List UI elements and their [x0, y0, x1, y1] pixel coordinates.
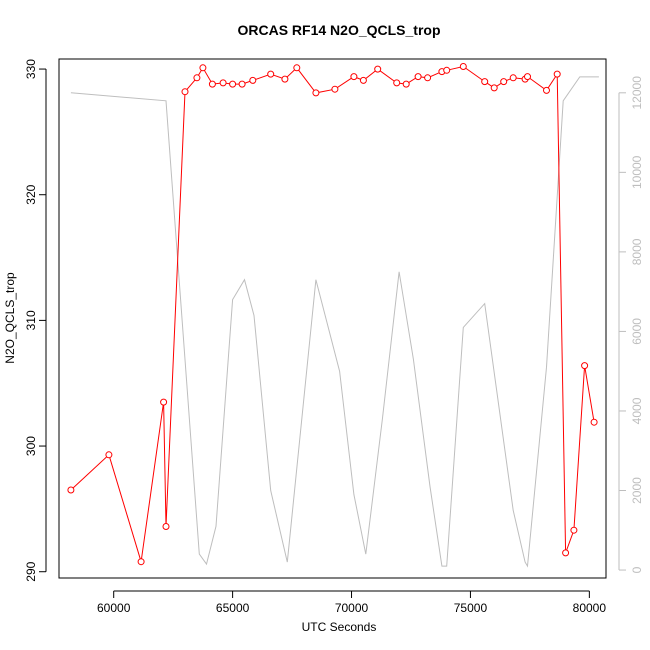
y-axis-left: 290 300 310 320 330	[24, 59, 47, 582]
primary-series-point	[249, 76, 257, 84]
primary-series-point	[402, 80, 410, 88]
x-axis-label: UTC Seconds	[302, 620, 377, 634]
y-axis-right: 0 2000 4000 6000 8000 10000 12000	[618, 76, 644, 573]
primary-series-point	[160, 398, 168, 406]
primary-series-point	[524, 73, 531, 81]
primary-series-point	[481, 78, 489, 86]
y-axis-label: N2O_QCLS_trop	[3, 272, 17, 364]
y-tick-label: 290	[24, 561, 38, 581]
y-tick-label: 330	[24, 59, 38, 79]
primary-series-point	[424, 74, 432, 82]
y2-tick-label: 12000	[630, 76, 644, 110]
primary-series-point	[267, 70, 275, 78]
y2-tick-label: 2000	[630, 477, 644, 504]
primary-series-point	[137, 558, 145, 566]
primary-series-point	[331, 85, 339, 93]
primary-series-point	[543, 86, 550, 94]
x-axis: 60000 65000 70000 75000 80000	[97, 590, 607, 615]
primary-series-point	[509, 74, 517, 82]
x-tick-label: 75000	[454, 601, 488, 615]
secondary-series-layer	[70, 76, 599, 568]
primary-series-point	[281, 75, 289, 83]
primary-series-point	[312, 89, 320, 97]
primary-series-line	[70, 65, 595, 562]
y2-tick-label: 6000	[630, 318, 644, 345]
x-tick-label: 70000	[335, 601, 369, 615]
primary-series-point	[393, 79, 401, 87]
primary-series-point	[162, 523, 170, 530]
primary-series-point	[500, 78, 508, 86]
primary-series-point	[359, 76, 367, 84]
primary-series-point	[67, 486, 75, 494]
secondary-series-line	[70, 76, 599, 568]
primary-series-point	[193, 74, 201, 82]
primary-series-point	[553, 70, 561, 78]
primary-series-point	[562, 549, 570, 557]
primary-series-point	[443, 66, 451, 74]
primary-series-point	[581, 362, 589, 370]
chart-title: ORCAS RF14 N2O_QCLS_trop	[237, 22, 440, 38]
primary-series-point	[293, 64, 301, 72]
primary-series-point	[414, 73, 422, 81]
y-tick-label: 310	[24, 310, 38, 330]
primary-series-point	[208, 80, 216, 88]
primary-series-point	[350, 73, 358, 81]
y2-tick-label: 10000	[630, 155, 644, 189]
x-tick-label: 65000	[216, 601, 250, 615]
primary-series-layer	[67, 63, 598, 566]
primary-series-point	[229, 80, 237, 88]
x-tick-label: 60000	[97, 601, 131, 615]
primary-series-point	[238, 80, 246, 88]
primary-series-point	[199, 64, 207, 72]
x-tick-label: 80000	[573, 601, 607, 615]
y-tick-label: 320	[24, 184, 38, 204]
primary-series-point	[590, 418, 598, 426]
primary-series-point	[490, 84, 498, 92]
primary-series-point	[219, 79, 227, 87]
y2-tick-label: 8000	[630, 238, 644, 265]
y2-tick-label: 4000	[630, 397, 644, 424]
primary-series-point	[105, 451, 113, 459]
plot-frame	[58, 58, 607, 579]
y2-tick-label: 0	[630, 566, 644, 573]
primary-series-point	[570, 526, 578, 534]
y-tick-label: 300	[24, 436, 38, 456]
primary-series-point	[374, 65, 382, 73]
primary-series-point	[459, 63, 467, 70]
primary-series-point	[181, 88, 189, 96]
